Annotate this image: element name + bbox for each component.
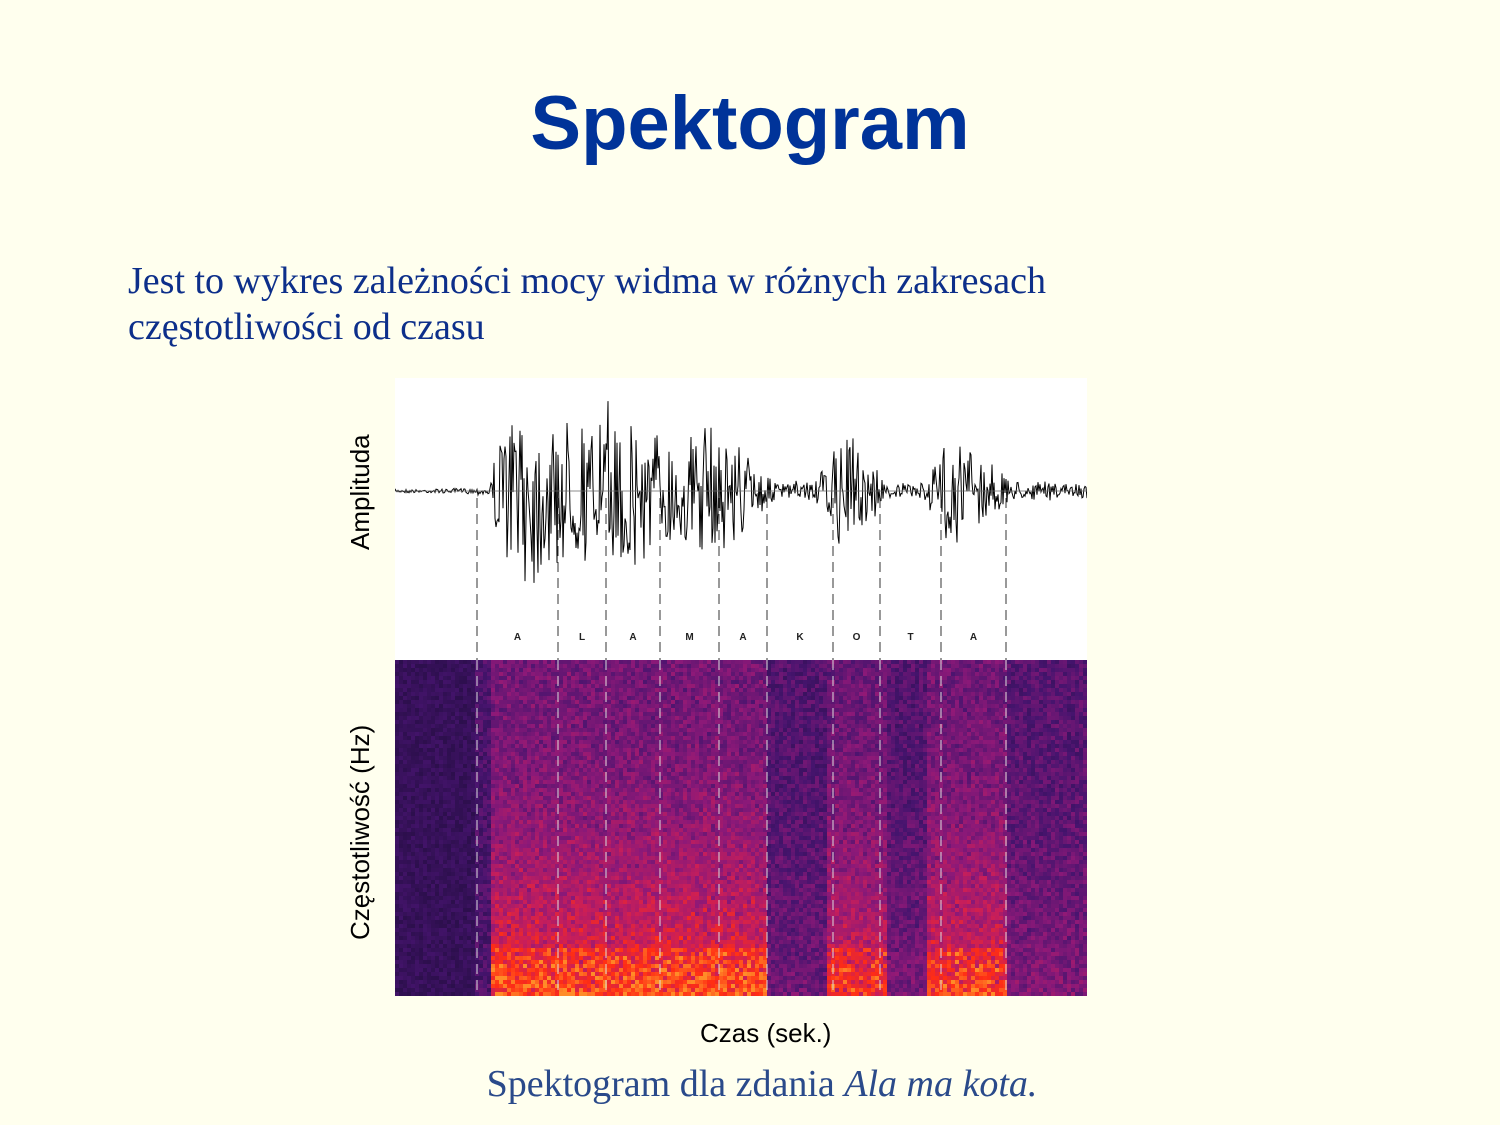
slide-title: Spektogram bbox=[530, 81, 970, 166]
segment-label-4: A bbox=[739, 632, 746, 643]
segment-label-7: T bbox=[907, 632, 913, 643]
segment-label-3: M bbox=[685, 632, 693, 643]
caption-prefix: Spektogram dla zdania bbox=[486, 1063, 845, 1105]
segment-label-2: A bbox=[629, 632, 636, 643]
slide-body-text: Jest to wykres zależności mocy widma w r… bbox=[128, 258, 1228, 350]
body-line-2: częstotliwości od czasu bbox=[128, 306, 485, 348]
time-axis-label: Czas (sek.) bbox=[700, 1018, 832, 1048]
segment-label-0: A bbox=[514, 632, 521, 643]
body-line-1: Jest to wykres zależności mocy widma w r… bbox=[128, 260, 1046, 302]
frequency-axis-label: Częstotliwość (Hz) bbox=[345, 724, 375, 940]
amplitude-axis-label: Amplituda bbox=[345, 434, 375, 550]
segment-label-6: O bbox=[853, 632, 861, 643]
segment-label-5: K bbox=[796, 632, 804, 643]
waveform-trace bbox=[395, 401, 1087, 583]
segment-label-1: L bbox=[579, 632, 585, 643]
segment-label-8: A bbox=[970, 632, 977, 643]
figure-caption: Spektogram dla zdania Ala ma kota. bbox=[0, 1062, 1500, 1106]
caption-sentence: Ala ma kota. bbox=[844, 1063, 1038, 1105]
spectrogram-plot bbox=[395, 660, 1087, 996]
spectrogram-panel bbox=[395, 660, 1087, 996]
